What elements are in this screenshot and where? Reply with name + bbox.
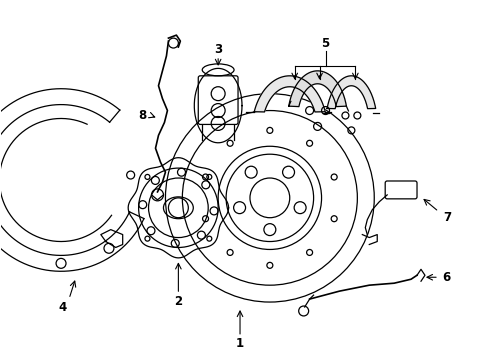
Text: 5: 5 (321, 37, 329, 50)
Text: 4: 4 (59, 301, 67, 314)
Polygon shape (326, 76, 375, 109)
Text: 6: 6 (442, 271, 450, 284)
Polygon shape (288, 71, 346, 107)
Text: 1: 1 (236, 337, 244, 350)
Text: 8: 8 (138, 109, 146, 122)
Text: 3: 3 (214, 42, 222, 55)
Polygon shape (254, 76, 325, 112)
Text: 7: 7 (442, 211, 450, 224)
Text: 2: 2 (174, 294, 182, 307)
